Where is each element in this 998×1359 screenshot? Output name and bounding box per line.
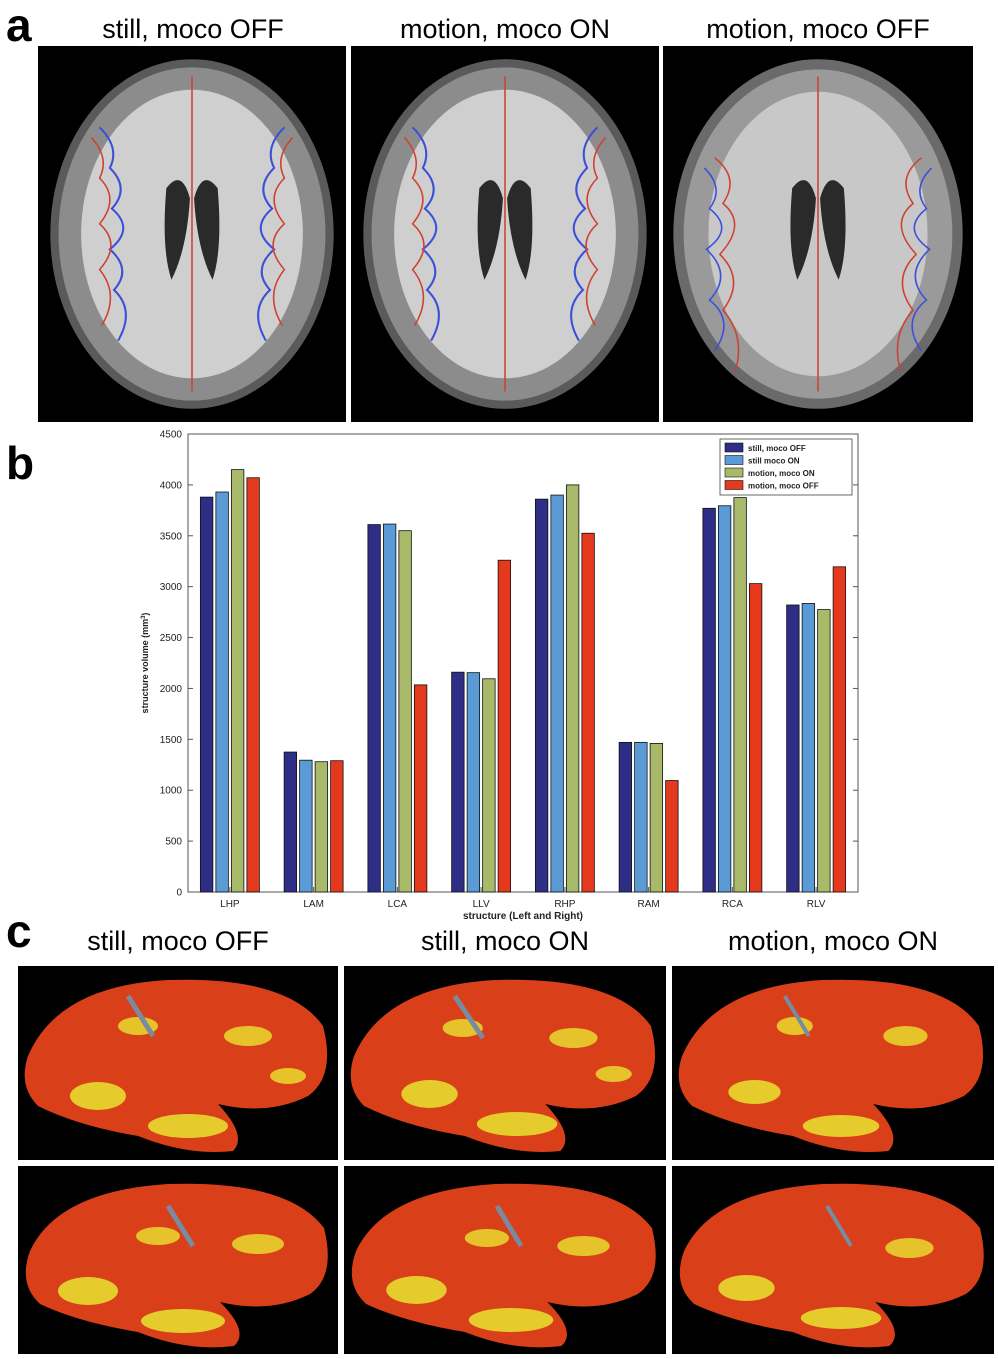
bar	[215, 491, 229, 893]
cortical-surface-motion-moco-on-top	[672, 966, 994, 1160]
inflated-surface-image	[24, 979, 328, 1152]
y-tick-label: 1500	[160, 735, 183, 746]
bar	[665, 780, 679, 893]
y-tick-label: 2500	[160, 633, 183, 644]
legend-swatch	[724, 480, 744, 490]
y-axis-label: structure volume (mm3)	[140, 613, 150, 714]
x-tick-label: LAM	[303, 899, 324, 910]
legend-swatch	[724, 442, 744, 453]
x-tick-label: LLV	[473, 899, 490, 910]
bar	[497, 559, 512, 893]
bar	[367, 524, 381, 893]
legend-swatch	[724, 467, 744, 478]
bar	[786, 604, 800, 893]
mri-slice-still-moco-off	[38, 46, 346, 422]
bar	[246, 477, 260, 893]
bar	[817, 609, 831, 893]
bar	[466, 672, 481, 893]
panel-c-letter: c	[6, 905, 32, 957]
y-tick-label: 3500	[160, 531, 183, 542]
bar	[748, 583, 763, 893]
panel-c-title-2: still, moco ON	[420, 926, 590, 956]
legend-swatch	[724, 455, 744, 465]
bar	[801, 603, 816, 893]
bar	[649, 743, 664, 893]
bar	[581, 532, 595, 893]
mri-slice-motion-moco-off	[663, 46, 973, 422]
bar	[482, 678, 496, 893]
x-tick-label: LCA	[388, 899, 408, 910]
panel-a-title-2: motion, moco ON	[399, 14, 611, 44]
y-tick-label: 500	[165, 837, 182, 848]
panel-a-title-3: motion, moco OFF	[706, 14, 930, 44]
bar	[565, 484, 580, 893]
legend-label: motion, moco ON	[748, 469, 815, 478]
y-tick-label: 2000	[160, 684, 183, 695]
y-tick-label: 0	[176, 888, 182, 899]
legend-label: motion, moco OFF	[748, 482, 819, 491]
bar	[330, 760, 344, 893]
x-tick-label: RCA	[722, 899, 743, 910]
bar-chart-svg: 0 500 1000 1500 2000 2500 3000 3500 4000 4500 LHP L…	[140, 430, 859, 922]
panel-c-title-3: motion, moco ON	[727, 926, 939, 956]
x-tick-label: LHP	[220, 899, 240, 910]
bar	[398, 530, 412, 893]
panel-a-letter: a	[6, 0, 32, 51]
bar	[702, 507, 716, 893]
mri-brain-image	[50, 59, 334, 409]
y-tick-label: 4000	[160, 480, 183, 491]
mri-brain-image	[673, 59, 963, 409]
bar	[299, 759, 313, 893]
cortical-surface-motion-moco-on-bottom	[672, 1166, 994, 1354]
y-tick-label: 4500	[160, 430, 183, 441]
bar	[733, 497, 747, 893]
x-tick-label: RHP	[554, 899, 575, 910]
inflated-surface-image	[350, 979, 656, 1152]
x-tick-label: RAM	[638, 899, 660, 910]
inflated-surface-image	[25, 1183, 328, 1348]
panel-c-title-1: still, moco OFF	[87, 926, 269, 956]
bar	[382, 523, 397, 893]
bar	[451, 671, 465, 893]
inflated-surface-image	[679, 1183, 984, 1348]
bar	[413, 684, 428, 893]
cortical-surface-still-moco-off-bottom	[18, 1166, 338, 1354]
bar	[314, 761, 329, 893]
panel-b-letter: b	[6, 437, 35, 489]
x-tick-label: RLV	[807, 899, 826, 910]
bar	[618, 741, 633, 893]
legend-label: still, moco OFF	[748, 444, 806, 453]
bar	[550, 494, 564, 893]
cortical-surface-still-moco-off-top	[18, 966, 338, 1160]
bar	[283, 751, 298, 893]
bar	[832, 566, 847, 893]
bar	[634, 741, 648, 893]
panel-a-title-1: still, moco OFF	[102, 14, 284, 44]
bar	[534, 498, 549, 893]
mri-brain-image	[363, 59, 647, 409]
y-tick-label: 3000	[160, 582, 183, 593]
legend-label: still moco ON	[748, 457, 800, 466]
inflated-surface-image	[351, 1183, 656, 1348]
bar	[717, 505, 732, 893]
mri-slice-motion-moco-on	[351, 46, 659, 422]
inflated-surface-image	[678, 979, 984, 1152]
cortical-surface-still-moco-on-top	[344, 966, 666, 1160]
cortical-surface-still-moco-on-bottom	[344, 1166, 666, 1354]
bar	[230, 469, 245, 893]
bar	[199, 496, 214, 893]
x-axis-label: structure (Left and Right)	[463, 911, 583, 922]
structure-volume-bar-chart: 0 500 1000 1500 2000 2500 3000 3500 4000 4500 LHP L…	[128, 428, 870, 924]
y-tick-label: 1000	[160, 786, 183, 797]
